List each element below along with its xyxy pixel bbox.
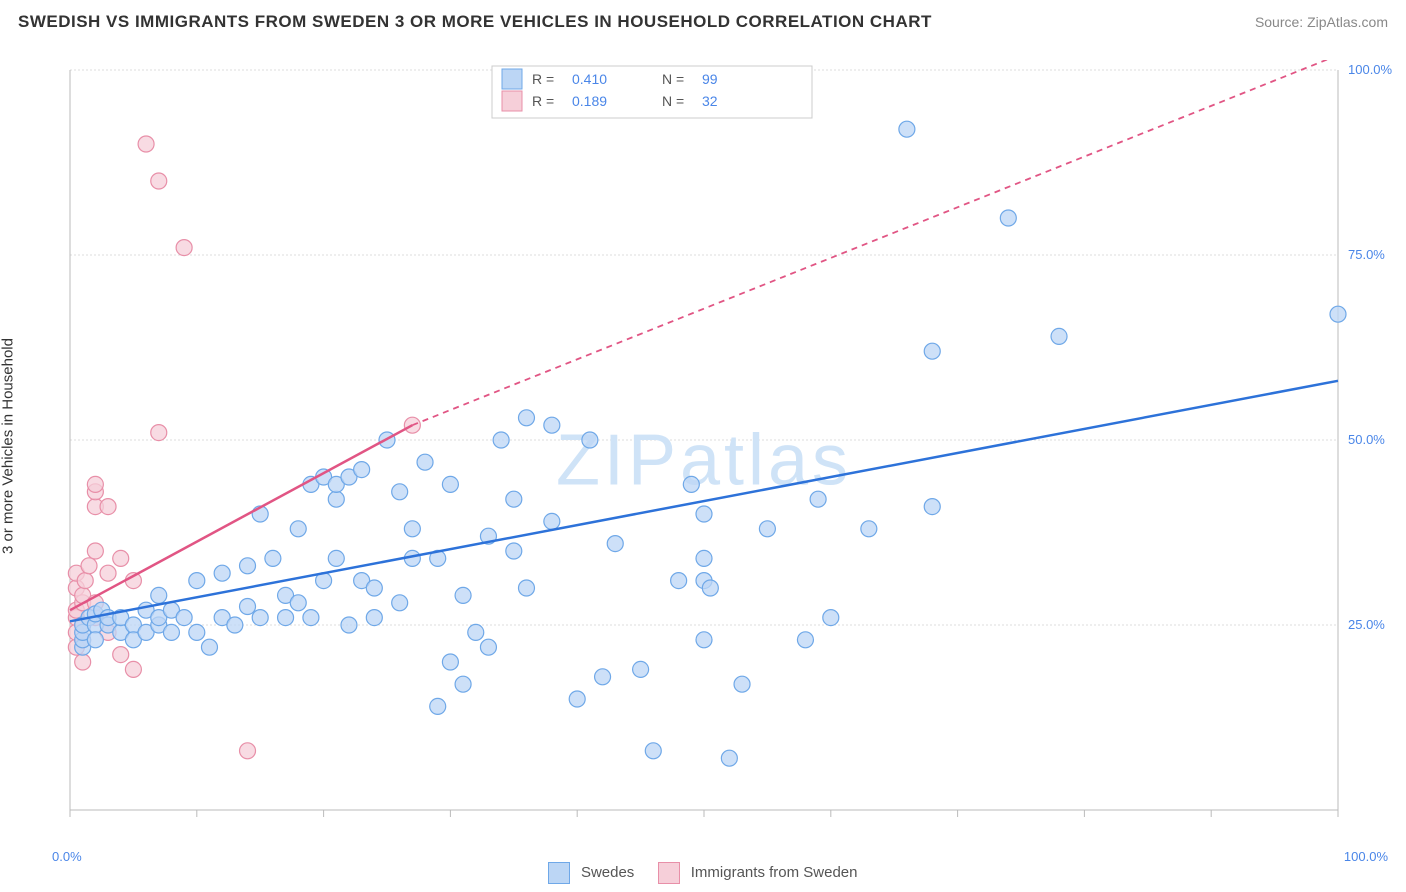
chart-title: SWEDISH VS IMMIGRANTS FROM SWEDEN 3 OR M… bbox=[18, 12, 932, 32]
y-axis-label: 3 or more Vehicles in Household bbox=[0, 338, 17, 554]
svg-text:0.189: 0.189 bbox=[572, 93, 607, 109]
swatch-immigrants bbox=[658, 862, 680, 884]
legend-item-swedes: Swedes bbox=[548, 862, 634, 884]
chart-area: 25.0% 50.0% 75.0% 100.0% ZIPatlas R = 0.410 N =… bbox=[52, 60, 1392, 820]
source-prefix: Source: bbox=[1255, 14, 1307, 30]
svg-text:R =: R = bbox=[532, 71, 554, 87]
svg-text:R =: R = bbox=[532, 93, 554, 109]
svg-text:99: 99 bbox=[702, 71, 718, 87]
svg-text:100.0%: 100.0% bbox=[1348, 62, 1392, 77]
swatch-swedes bbox=[548, 862, 570, 884]
svg-text:75.0%: 75.0% bbox=[1348, 247, 1385, 262]
bottom-legend: Swedes Immigrants from Sweden bbox=[0, 862, 1406, 884]
source-attribution: Source: ZipAtlas.com bbox=[1255, 14, 1388, 30]
svg-text:0.410: 0.410 bbox=[572, 71, 607, 87]
source-name: ZipAtlas.com bbox=[1307, 14, 1388, 30]
svg-text:50.0%: 50.0% bbox=[1348, 432, 1385, 447]
svg-text:N =: N = bbox=[662, 71, 684, 87]
legend-label-swedes: Swedes bbox=[581, 864, 634, 881]
scatter-chart: 25.0% 50.0% 75.0% 100.0% ZIPatlas R = 0.410 N =… bbox=[52, 60, 1392, 820]
svg-text:ZIPatlas: ZIPatlas bbox=[556, 420, 852, 500]
svg-text:N =: N = bbox=[662, 93, 684, 109]
svg-text:32: 32 bbox=[702, 93, 718, 109]
legend-label-immigrants: Immigrants from Sweden bbox=[691, 864, 858, 881]
legend-item-immigrants: Immigrants from Sweden bbox=[658, 862, 857, 884]
svg-text:25.0%: 25.0% bbox=[1348, 617, 1385, 632]
